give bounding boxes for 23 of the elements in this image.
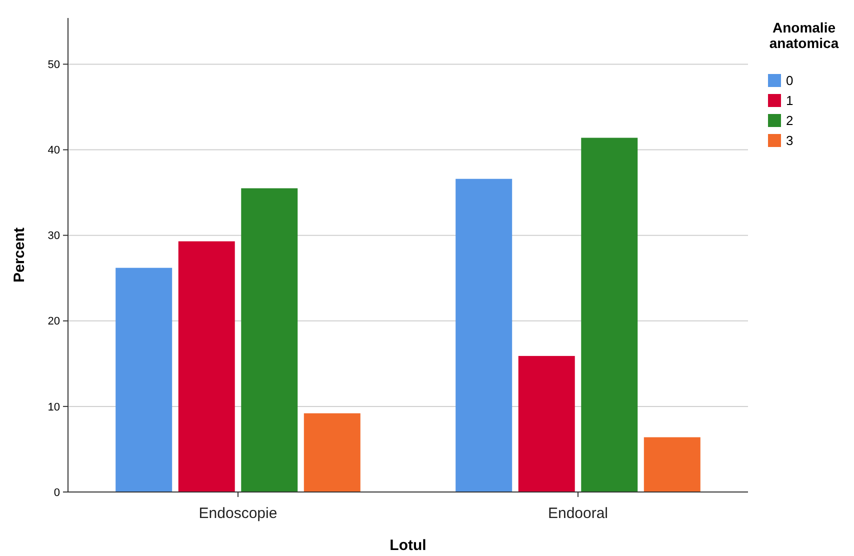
y-tick-label: 0: [54, 486, 60, 499]
bar: [581, 138, 638, 492]
bar: [116, 268, 172, 492]
y-axis-title: Percent: [11, 227, 28, 283]
y-tick-label: 50: [48, 59, 60, 72]
x-tick-label: Endoscopie: [198, 505, 278, 522]
bar: [456, 178, 512, 492]
legend-label: 1: [786, 93, 794, 108]
legend-label: 2: [786, 113, 794, 128]
bar: [304, 413, 360, 492]
legend-label: 3: [786, 133, 794, 148]
y-tick-label: 30: [48, 230, 60, 242]
y-tick-label: 20: [48, 316, 60, 328]
bar: [241, 188, 298, 492]
bar: [518, 356, 575, 492]
bar: [644, 437, 700, 492]
legend-label: 0: [786, 73, 794, 88]
x-axis-title: Lotul: [390, 537, 426, 554]
bar: [178, 241, 235, 492]
x-tick-label: Endooral: [548, 505, 608, 522]
y-tick-label: 10: [48, 401, 60, 414]
y-tick-label: 40: [48, 144, 60, 157]
legend-title: Anomalie anatomica: [769, 20, 839, 51]
